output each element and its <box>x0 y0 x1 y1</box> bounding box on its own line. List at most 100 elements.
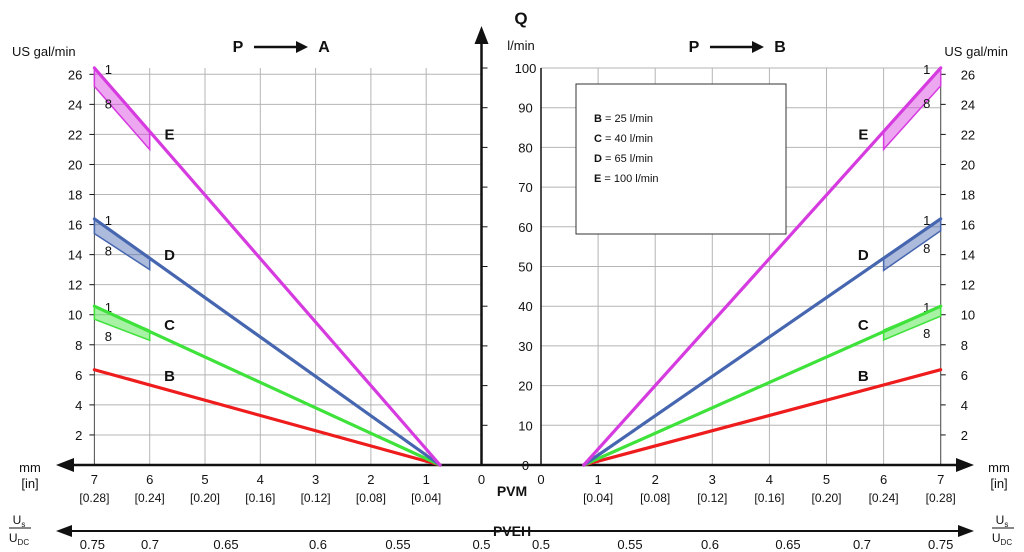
legend-entry-value: = 100 l/min <box>601 173 658 185</box>
left-y-tick-label: 10 <box>68 308 82 323</box>
right-ratio-tick-label: 0.7 <box>853 537 871 552</box>
legend-box <box>575 83 787 235</box>
q-axis-tick-label: 100 <box>515 61 537 76</box>
right-y2-tick-label: 2 <box>961 428 968 443</box>
right-y2-axis-label: US gal/min <box>944 44 1008 59</box>
left-x-tick-label: 4 <box>257 472 264 487</box>
left-mm-label: mm <box>19 460 41 475</box>
left-x-tick-label: 1 <box>423 472 430 487</box>
left-y-axis-label: US gal/min <box>12 44 76 59</box>
left-x-tick-inch-label: [0.24] <box>135 491 165 505</box>
right-band-label-1: 1 <box>923 213 930 228</box>
left-band-label-8: 8 <box>105 96 112 111</box>
left-series-label-E: E <box>165 126 175 143</box>
right-y2-tick-label: 4 <box>961 398 968 413</box>
ratio-numerator: Us <box>13 513 26 529</box>
right-line-B <box>582 368 943 467</box>
right-x-tick-label: 4 <box>766 472 773 487</box>
right-line-C <box>582 304 943 467</box>
right-series-label-E: E <box>858 126 868 143</box>
legend-entry-key: B <box>594 113 602 125</box>
left-y-tick-label: 14 <box>68 248 82 263</box>
q-axis-label: Q <box>514 9 527 28</box>
right-band-label-8: 8 <box>923 241 930 256</box>
right-ratio-tick-label: 0.6 <box>701 537 719 552</box>
chart-title-from: P <box>689 39 700 56</box>
right-y2-tick-label: 20 <box>961 157 975 172</box>
left-ratio-label: Us UDC <box>9 513 31 547</box>
right-line-D <box>582 217 943 467</box>
left-line-B <box>92 368 442 467</box>
pvm-label: PVM <box>497 483 527 499</box>
left-y-tick-label: 12 <box>68 278 82 293</box>
right-y2-tick-label: 14 <box>961 248 975 263</box>
left-series-label-D: D <box>164 247 175 264</box>
ratio-axis-arrow-left <box>56 525 72 537</box>
left-x-tick-inch-label: [0.16] <box>245 491 275 505</box>
right-x-tick-inch-label: [0.08] <box>640 491 670 505</box>
ratio-axis-arrow-right <box>958 525 974 537</box>
right-y2-tick-label: 22 <box>961 127 975 142</box>
legend-entry: E = 100 l/min <box>594 173 659 185</box>
legend-entry: B = 25 l/min <box>594 113 653 125</box>
q-axis-tick-label: 70 <box>518 180 532 195</box>
left-x-tick-label: 3 <box>312 472 319 487</box>
right-y2-tick-label: 26 <box>961 67 975 82</box>
right-ratio-tick-label: 0.65 <box>775 537 800 552</box>
pveh-label: PVEH <box>493 523 531 539</box>
q-axis-tick-label: 40 <box>518 299 532 314</box>
ratio-numerator: Us <box>996 513 1009 529</box>
left-x-tick-label: 5 <box>201 472 208 487</box>
left-y-tick-label: 24 <box>68 97 82 112</box>
right-y2-tick-label: 24 <box>961 97 975 112</box>
left-y-tick-label: 26 <box>68 67 82 82</box>
left-line-E <box>92 66 442 467</box>
left-band-label-8: 8 <box>105 329 112 344</box>
q-axis-tick-label: 0 <box>522 458 529 473</box>
left-band-label-1: 1 <box>105 213 112 228</box>
right-mm-label: mm <box>988 460 1010 475</box>
right-x-tick-inch-label: [0.24] <box>869 491 899 505</box>
ratio-denominator-sub: DC <box>1001 538 1013 547</box>
left-ratio-tick-label: 0.6 <box>309 537 327 552</box>
right-x-tick-inch-label: [0.16] <box>754 491 784 505</box>
right-ratio-label: Us UDC <box>992 513 1014 547</box>
right-in-label: [in] <box>990 476 1007 491</box>
left-x-tick-inch-label: [0.04] <box>411 491 441 505</box>
legend-entry-key: C <box>594 133 602 145</box>
left-ratio-tick-label: 0.55 <box>385 537 410 552</box>
right-ratio-tick-label: 0.5 <box>532 537 550 552</box>
left-line-D <box>92 217 442 467</box>
series: B 1 8 C 1 8 D 1 8 E B 1 8 C 1 8 D 1 8 E <box>92 62 943 467</box>
q-axis-tick-label: 60 <box>518 220 532 235</box>
left-y-tick-label: 18 <box>68 188 82 203</box>
right-x-tick-label: 5 <box>823 472 830 487</box>
mm-axis-arrow-left <box>56 458 74 472</box>
right-line-E <box>582 66 943 467</box>
left-x-tick-label: 0 <box>478 472 485 487</box>
right-x-tick-label: 3 <box>709 472 716 487</box>
left-y-tick-label: 22 <box>68 127 82 142</box>
q-axis-tick-label: 90 <box>518 101 532 116</box>
axes <box>56 26 974 537</box>
legend-entry-key: E <box>594 173 601 185</box>
right-x-tick-label: 0 <box>537 472 544 487</box>
legend-entry-value: = 25 l/min <box>602 113 653 125</box>
right-x-tick-inch-label: [0.04] <box>583 491 613 505</box>
legend-entry-key: D <box>594 153 602 165</box>
left-ratio-tick-label: 0.7 <box>141 537 159 552</box>
right-x-tick-label: 6 <box>880 472 887 487</box>
right-y2-tick-label: 8 <box>961 338 968 353</box>
q-axis-tick-label: 10 <box>518 418 532 433</box>
left-x-tick-inch-label: [0.08] <box>356 491 386 505</box>
right-x-tick-label: 7 <box>937 472 944 487</box>
right-series-label-B: B <box>858 368 869 385</box>
left-y-tick-label: 2 <box>75 428 82 443</box>
left-x-tick-label: 2 <box>367 472 374 487</box>
ratio-denominator: UDC <box>992 531 1012 547</box>
right-series-label-C: C <box>858 317 869 334</box>
chart-title-to: A <box>318 39 330 56</box>
chart-title-from: P <box>233 39 244 56</box>
